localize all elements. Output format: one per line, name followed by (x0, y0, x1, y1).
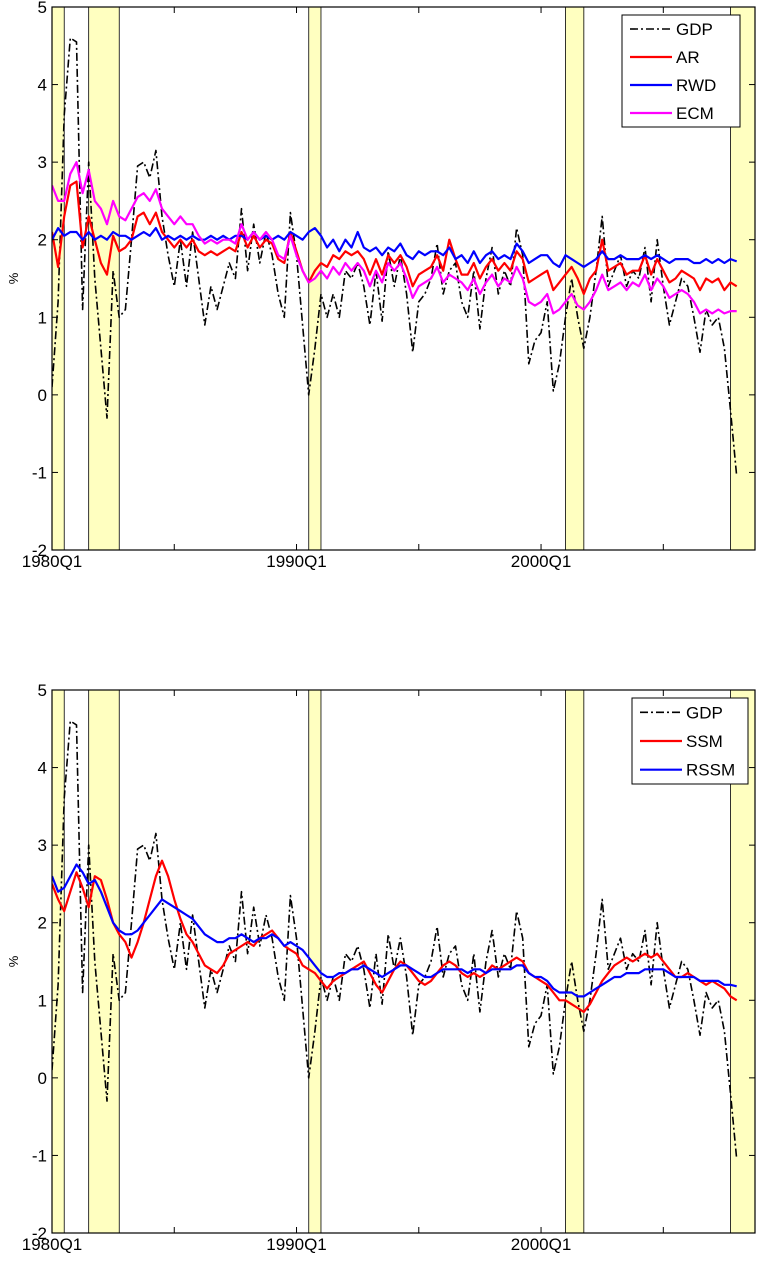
x-tick-label: 2000Q1 (511, 1235, 572, 1254)
legend-label-ssm: SSM (686, 732, 723, 751)
axes-box (51, 689, 756, 1234)
series-line-rssm (52, 863, 737, 998)
legend-label-ar: AR (676, 48, 700, 67)
legend-label-ecm: ECM (676, 104, 714, 123)
legend-label-gdp: GDP (686, 703, 723, 722)
series-line-ecm (52, 161, 737, 315)
x-tick-label: 1980Q1 (22, 1235, 83, 1254)
axes-box (51, 6, 756, 551)
chart-panel-2: -2 -1 0 1 2 3 4 5 1980Q1 1990Q1 2000Q1% GDP SSM RSSM (6, 681, 756, 1254)
series-line-gdp (52, 37, 738, 477)
recession-band (565, 7, 585, 550)
legend-label-rwd: RWD (676, 76, 716, 95)
legend: GDP AR RWD ECM (621, 14, 741, 128)
y-axis-label: % (6, 272, 21, 284)
recession-band (565, 690, 585, 1233)
y-tick-label: 0 (38, 386, 47, 405)
series-line-rwd (52, 227, 738, 268)
y-tick-label: 5 (38, 0, 47, 17)
chart-panel-1: -2 -1 0 1 2 3 4 5 1980Q1 1990Q1 2000Q1% GDP AR RWD ECM (6, 0, 756, 571)
y-tick-label: -1 (32, 463, 47, 482)
y-tick-label: 3 (38, 153, 47, 172)
series-lines (52, 720, 738, 1160)
y-tick-label: 5 (38, 681, 47, 700)
x-tick-label: 1990Q1 (266, 552, 327, 571)
y-tick-label: 1 (38, 308, 47, 327)
y-tick-label: 1 (38, 991, 47, 1010)
legend: GDP SSM RSSM (631, 697, 749, 785)
legend-box (621, 14, 741, 128)
x-tick-label: 1980Q1 (22, 552, 83, 571)
x-tick-label: 2000Q1 (511, 552, 572, 571)
y-tick-label: 0 (38, 1069, 47, 1088)
y-tick-label: 3 (38, 836, 47, 855)
x-tick-label: 1990Q1 (266, 1235, 327, 1254)
y-tick-label: 4 (38, 759, 47, 778)
y-tick-label: 2 (38, 914, 47, 933)
y-tick-label: -2 (32, 541, 47, 560)
series-lines (52, 37, 738, 477)
legend-label-rssm: RSSM (686, 761, 735, 780)
y-tick-label: 2 (38, 231, 47, 250)
y-axis-label: % (6, 955, 21, 967)
y-tick-label: 4 (38, 76, 47, 95)
legend-label-gdp: GDP (676, 20, 713, 39)
y-tick-label: -2 (32, 1224, 47, 1243)
recession-band (308, 690, 322, 1233)
y-tick-label: -1 (32, 1146, 47, 1165)
